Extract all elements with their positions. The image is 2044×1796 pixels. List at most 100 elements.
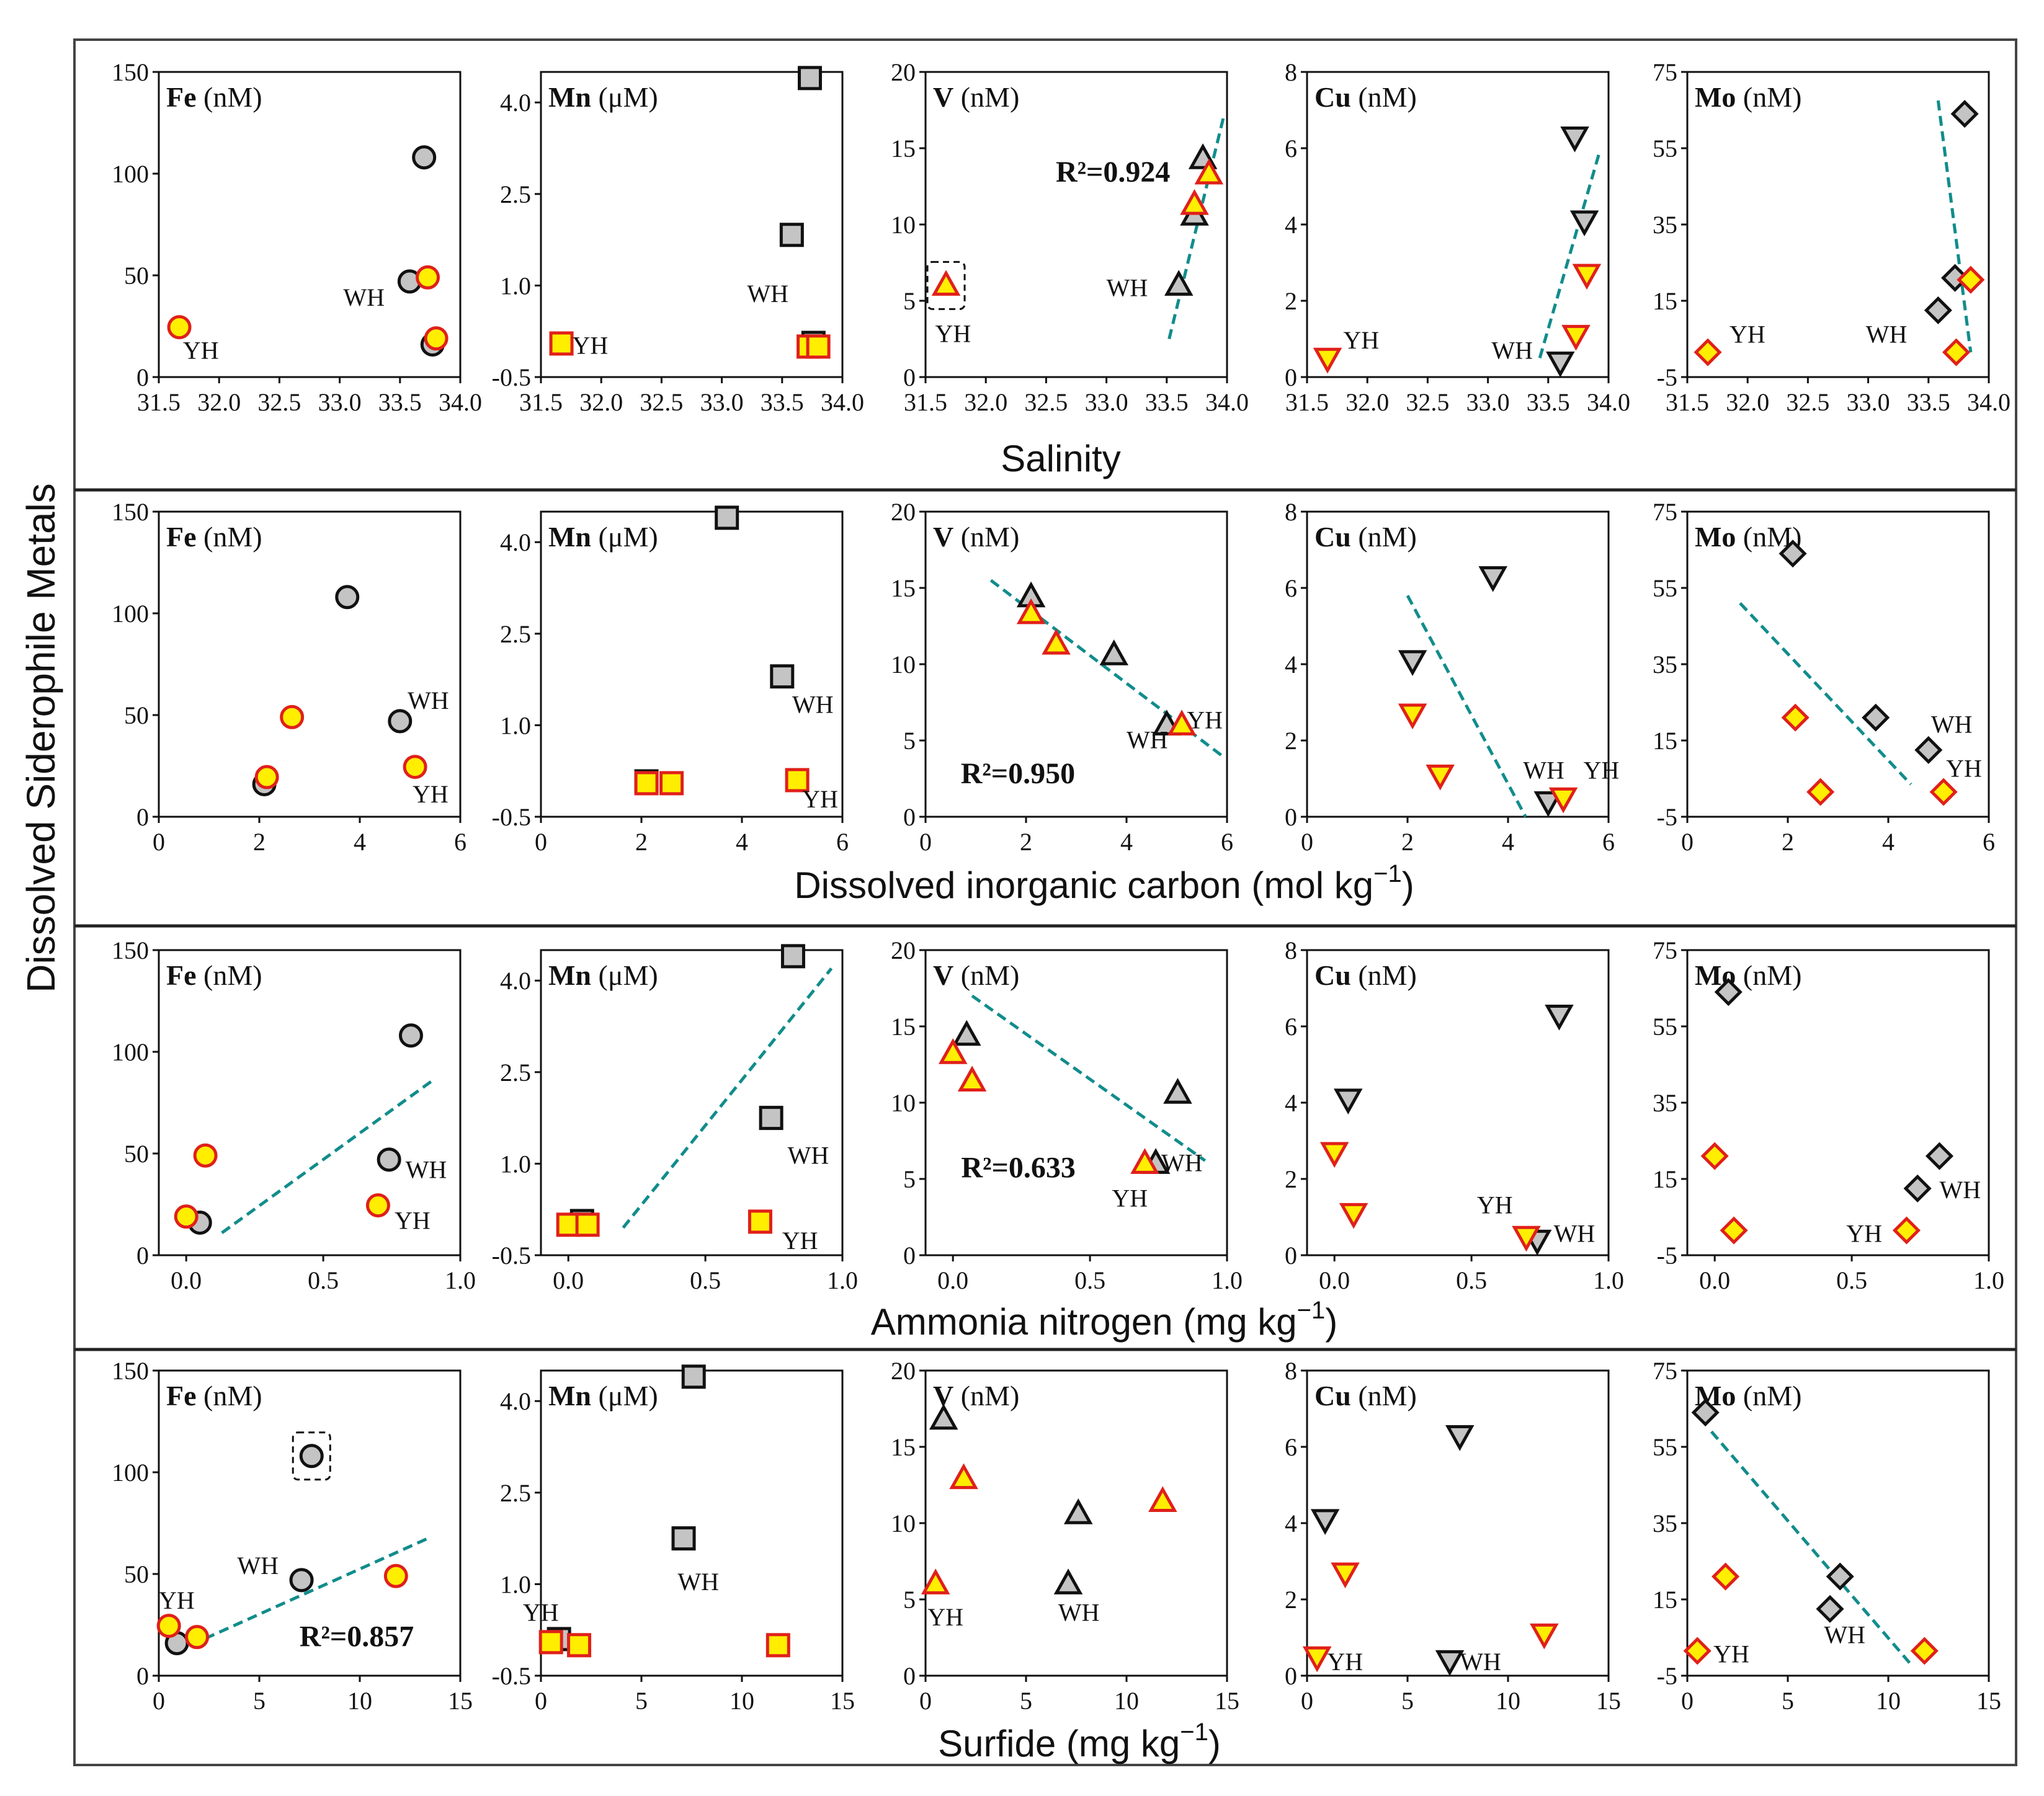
x-tick-label: 10 — [1496, 1687, 1520, 1715]
site-label: WH — [1058, 1598, 1100, 1626]
data-point-yh — [280, 705, 305, 729]
unit-superscript: −1 — [1180, 1718, 1208, 1746]
data-point-wh — [388, 709, 413, 734]
y-tick-label: 1.0 — [500, 1150, 531, 1178]
y-tick-label: 20 — [891, 1357, 916, 1385]
x-tick-label: 2 — [635, 828, 648, 856]
y-tick-label: 2 — [1285, 1165, 1297, 1193]
x-tick-label: 33.5 — [1527, 388, 1570, 416]
metal-symbol: Mn — [548, 521, 591, 553]
site-label: WH — [343, 283, 385, 311]
data-point-yh — [403, 755, 427, 780]
data-point-wh — [1063, 1498, 1093, 1524]
unit-close: ) — [1402, 865, 1414, 906]
unit-close: ) — [1208, 1723, 1221, 1764]
y-tick-label: -5 — [1657, 363, 1677, 391]
data-point-yh — [1712, 1562, 1740, 1591]
data-point-yh — [416, 265, 440, 290]
x-tick-label: 33.5 — [1145, 388, 1189, 416]
site-label: WH — [1824, 1621, 1865, 1649]
metal-unit: (nM) — [197, 1380, 262, 1411]
x-tick-label: 33.5 — [1907, 388, 1950, 416]
x-tick-label: 33.0 — [1847, 388, 1890, 416]
data-point-yh — [1148, 1486, 1177, 1513]
y-tick-label: 0 — [1285, 1662, 1297, 1690]
y-tick-label: 0 — [1285, 803, 1297, 831]
data-point-wh — [412, 145, 437, 170]
y-tick-label: 4 — [1285, 211, 1297, 239]
x-tick-label: 0 — [1301, 1687, 1313, 1715]
chart-panel-amm-mo: 0.0 0.5 1.0 -5 15 35 55 75 Mo (nM) YH WH — [1653, 936, 2004, 1294]
y-tick-label: 15 — [891, 1013, 916, 1041]
chart-panel-sul-mn: 0 5 10 15 -0.5 1.0 2.5 4.0 Mn (μM) YH WH — [492, 1364, 855, 1715]
site-label: YH — [1846, 1219, 1882, 1247]
y-tick-label: -5 — [1657, 1242, 1677, 1269]
y-tick-label: 2 — [1285, 1586, 1297, 1614]
y-tick-label: 20 — [891, 498, 916, 526]
data-point-wh — [1925, 1142, 1954, 1170]
metal-symbol: Cu — [1314, 81, 1351, 113]
y-tick-label: 15 — [1653, 287, 1677, 315]
y-tick-label: 15 — [1653, 1165, 1677, 1193]
site-label: YH — [1187, 706, 1223, 734]
y-tick-label: 75 — [1653, 58, 1677, 86]
y-tick-label: 0 — [1285, 363, 1297, 391]
y-tick-label: 35 — [1653, 651, 1677, 678]
x-tick-label: 0 — [1681, 828, 1694, 856]
x-tick-label: 0.0 — [937, 1266, 968, 1294]
y-tick-label: 100 — [112, 1459, 149, 1487]
data-point-yh — [1398, 703, 1427, 730]
panel-title: Fe (nM) — [166, 521, 262, 553]
y-tick-label: -5 — [1657, 803, 1677, 831]
x-tick-label: 0 — [919, 828, 932, 856]
trend-line — [221, 1078, 434, 1234]
metal-symbol: Mo — [1695, 521, 1736, 553]
site-label: YH — [782, 1227, 818, 1255]
data-point-yh — [1572, 264, 1602, 290]
x-tick-label: 0.5 — [1836, 1266, 1867, 1294]
x-tick-label: 31.5 — [904, 388, 947, 416]
site-label: WH — [1866, 321, 1908, 349]
chart-panel-dic-mn: 0 2 4 6 -0.5 1.0 2.5 4.0 Mn (μM) WH YH — [492, 505, 849, 856]
plot-frame — [1686, 71, 1990, 378]
x-tick-label: 34.0 — [1205, 388, 1249, 416]
x-tick-label: 0 — [153, 828, 165, 856]
site-label: YH — [395, 1206, 431, 1234]
x-tick-label: 10 — [1114, 1687, 1139, 1715]
y-tick-label: 1.0 — [500, 711, 531, 739]
x-tick-label: 15 — [1976, 1687, 2001, 1715]
r-squared-label: R²=0.857 — [300, 1620, 414, 1653]
site-label: YH — [927, 1603, 963, 1631]
data-point-yh — [1720, 1216, 1748, 1245]
x-tick-label: 33.0 — [1085, 388, 1128, 416]
data-point-wh — [1914, 736, 1943, 764]
data-point-yh — [1426, 764, 1455, 791]
y-tick-label: 50 — [124, 701, 149, 729]
plot-frame — [1306, 1369, 1610, 1677]
metal-symbol: Mn — [548, 81, 591, 113]
metal-symbol: Cu — [1314, 1380, 1351, 1411]
panel-title: Fe (nM) — [166, 959, 262, 991]
data-point-yh — [1548, 787, 1578, 814]
y-tick-label: 2.5 — [500, 1479, 531, 1507]
data-point-yh — [748, 1209, 772, 1234]
data-point-yh — [383, 1563, 408, 1588]
x-tick-label: 0.5 — [1456, 1266, 1487, 1294]
data-point-yh — [1892, 1216, 1921, 1245]
data-point-wh — [335, 585, 360, 610]
data-point-yh — [167, 315, 192, 340]
y-tick-label: 0 — [1285, 1242, 1297, 1269]
y-tick-label: 100 — [112, 160, 149, 188]
row-label-ammonia: Ammonia nitrogen (mg kg−1) — [871, 1297, 1338, 1343]
y-tick-label: 0 — [136, 803, 149, 831]
data-point-yh — [575, 1212, 600, 1237]
trend-line — [1936, 100, 1973, 353]
y-tick-label: -0.5 — [492, 1242, 531, 1269]
y-tick-label: 6 — [1285, 574, 1297, 602]
chart-panel-sal-v: 31.5 32.0 32.5 33.0 33.5 34.0 0 5 10 15 20 V (nM) YH… — [891, 58, 1249, 416]
site-label: WH — [408, 687, 449, 714]
x-tick-label: 0 — [919, 1687, 932, 1715]
panel-title: Mn (μM) — [548, 521, 658, 553]
row-label-dic-text: Dissolved inorganic carbon (mol kg — [794, 865, 1373, 906]
y-tick-label: 55 — [1653, 1433, 1677, 1461]
